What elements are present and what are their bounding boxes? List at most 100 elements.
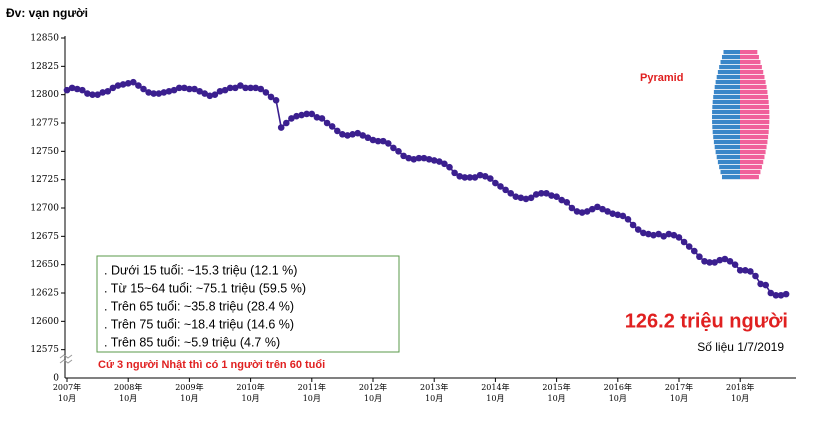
point (568, 204, 576, 212)
point (247, 84, 254, 92)
x-tick-label: 2008年 10月 (114, 383, 143, 403)
point (89, 91, 96, 98)
x-tick-label: 2007年 10月 (52, 383, 82, 403)
point (507, 189, 514, 197)
point (721, 255, 729, 263)
pyramid-bar (712, 100, 740, 105)
point (328, 123, 336, 130)
point (379, 137, 387, 145)
point (252, 84, 259, 92)
point (68, 84, 76, 92)
pyramid-bar (740, 150, 766, 155)
point (400, 152, 407, 160)
pyramid-bar (740, 120, 770, 125)
pyramid-bar (712, 130, 740, 135)
note-line: . Trên 75 tuổi: ~18.4 triệu (14.6 %) (104, 317, 294, 331)
point (446, 163, 453, 171)
point (589, 205, 596, 213)
point (665, 230, 673, 238)
point (762, 281, 769, 289)
point (359, 132, 367, 139)
point (691, 247, 698, 255)
remark: Cứ 3 người Nhật thì có 1 người trên 60 t… (98, 359, 325, 371)
point (685, 243, 693, 250)
pyramid-bar (712, 110, 740, 115)
point (680, 238, 688, 246)
y-tick-label: 12825 (30, 62, 59, 72)
caption: Số liệu 1/7/2019 (697, 340, 784, 354)
y-tick-label: 12725 (30, 175, 59, 185)
notes-box (96, 255, 400, 353)
point (456, 172, 464, 180)
point (670, 231, 678, 239)
point (736, 267, 744, 274)
point (385, 140, 392, 147)
note-line: . Trên 85 tuổi: ~5.9 triệu (4.7 %) (104, 335, 280, 349)
pyramid-bar (714, 85, 740, 90)
point (415, 154, 423, 162)
point (354, 129, 362, 137)
point (563, 199, 571, 206)
point (267, 93, 275, 101)
point (583, 208, 591, 215)
pyramid-bar (713, 90, 740, 95)
point (298, 111, 305, 119)
pyramid-bar (719, 165, 740, 170)
point (655, 230, 662, 238)
point (308, 110, 316, 118)
point (104, 87, 112, 95)
point (772, 291, 780, 299)
point (313, 114, 321, 121)
point (283, 119, 290, 127)
pyramid-bar (740, 90, 768, 95)
point (742, 267, 749, 274)
point (196, 87, 203, 95)
point (170, 86, 178, 94)
point (614, 211, 622, 219)
point (201, 90, 208, 97)
point (410, 155, 418, 163)
pyramid-bar (740, 145, 767, 150)
pyramid-bar (740, 115, 770, 120)
point (629, 221, 637, 229)
point (716, 256, 724, 264)
point (599, 205, 606, 213)
point (696, 253, 703, 261)
pyramid-bar (740, 55, 759, 60)
point (237, 82, 244, 89)
y-tick-label: 12650 (30, 260, 59, 270)
x-tick-label: 2012年 10月 (358, 383, 388, 403)
point (63, 86, 71, 94)
pyramid-bar (740, 165, 762, 170)
pyramid-bar (712, 115, 740, 120)
point (186, 85, 193, 93)
x-tick-label: 2016年 10月 (603, 383, 632, 403)
point (135, 82, 142, 89)
y-tick-label: 12600 (30, 317, 59, 327)
point (777, 291, 785, 299)
pyramid-bar (740, 175, 759, 180)
point (543, 189, 550, 197)
point (747, 268, 754, 275)
point (624, 216, 632, 223)
point (339, 131, 346, 138)
y-tick-label: 12675 (30, 232, 59, 242)
point (527, 194, 535, 202)
point (660, 233, 667, 240)
point (221, 86, 229, 94)
pyramid-bar (713, 135, 740, 140)
pyramid-bar (723, 50, 740, 55)
axis-break (59, 354, 73, 364)
pyramid-bar (740, 170, 761, 175)
point (369, 136, 377, 144)
point (731, 261, 739, 268)
point (211, 91, 219, 98)
point (181, 84, 188, 92)
pyramid-bar (712, 105, 740, 110)
point (706, 259, 713, 266)
point (451, 169, 458, 177)
pyramid-bar (717, 70, 740, 75)
point (73, 85, 81, 93)
point (548, 192, 555, 199)
x-tick-label: 2010年 10月 (236, 383, 265, 403)
